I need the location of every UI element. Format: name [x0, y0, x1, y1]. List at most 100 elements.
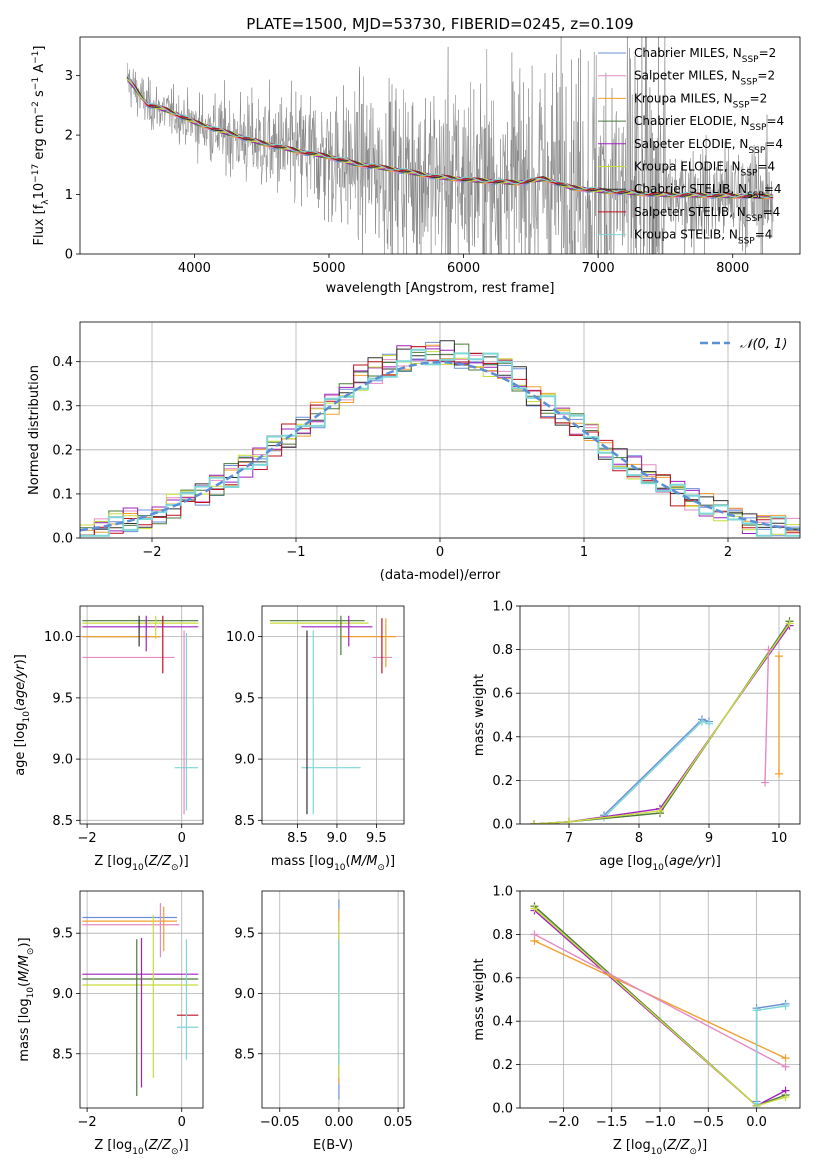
y-tick-label: 8.5	[234, 814, 255, 829]
x-tick-label: 0	[178, 1115, 186, 1130]
x-tick-label: 5000	[312, 261, 345, 276]
series-point	[530, 904, 539, 913]
plot-area	[269, 615, 397, 815]
axes-frame	[79, 605, 204, 825]
legend-label: Kroupa ELODIE, NSSP=4	[634, 160, 775, 179]
x-tick-label: 9.5	[366, 831, 387, 846]
plot-area	[82, 615, 199, 815]
plot-area	[530, 902, 790, 1108]
series-line	[755, 1005, 786, 1104]
grid	[262, 606, 404, 824]
y-tick-label: 9.0	[52, 987, 73, 1002]
series-point	[565, 817, 573, 824]
x-tick-label: −2	[78, 831, 97, 846]
y-tick-label: 0.4	[52, 355, 73, 370]
legend-normal: 𝒩(0, 1)	[700, 337, 787, 352]
y-tick-label: 0.6	[492, 971, 513, 986]
axes-frame	[79, 890, 204, 1109]
spectrum-data	[126, 37, 774, 254]
panel-residual_histogram: −2 −1 0 1 2 0.0 0.1 0.2 0.3 0.4 (data-model)/error…	[27, 321, 801, 583]
axes-frame	[79, 36, 801, 255]
y-tick-label: 2	[65, 129, 73, 144]
y-tick-label: 0.4	[492, 1015, 513, 1030]
y-tick-label: 1.0	[492, 600, 513, 615]
legend-label: Chabrier ELODIE, NSSP=4	[634, 114, 784, 133]
y-tick-label: 1.0	[492, 885, 513, 900]
y-tick-label: 10.0	[226, 630, 255, 645]
y-tick-label: 0.1	[52, 487, 73, 502]
plot-area	[530, 617, 794, 824]
x-tick-label: 9	[705, 831, 713, 846]
y-tick-label: 0.4	[492, 730, 513, 745]
y-tick-label: 8.5	[52, 814, 73, 829]
grid	[520, 605, 800, 825]
x-tick-label: −1	[286, 545, 305, 560]
y-axis-label: mass [log10(M/M⊙)]	[17, 937, 36, 1061]
x-tick-label: 2	[724, 545, 732, 560]
panel-mass_vs_Z: −2 0 8.5 9.0 9.5 Z [log10(Z/Z⊙)] mass [log10(M…	[17, 890, 204, 1157]
y-tick-label: 9.0	[234, 987, 255, 1002]
series-point	[781, 1002, 790, 1011]
y-tick-label: 0.8	[492, 643, 513, 658]
x-tick-label: 9.0	[327, 831, 348, 846]
figure-title: PLATE=1500, MJD=53730, FIBERID=0245, z=0…	[246, 15, 633, 33]
series-point	[752, 1006, 761, 1015]
x-tick-label: 7000	[582, 261, 615, 276]
grid	[80, 606, 203, 824]
y-tick-label: 0.8	[492, 928, 513, 943]
x-axis-label: wavelength [Angstrom, rest frame]	[326, 281, 555, 296]
legend-label: Salpeter MILES, NSSP=2	[634, 69, 775, 88]
x-tick-label: 0	[178, 831, 186, 846]
y-tick-label: 9.5	[52, 691, 73, 706]
x-tick-label: −2	[142, 545, 161, 560]
y-tick-label: 0	[65, 248, 73, 263]
x-tick-label: 6000	[447, 261, 480, 276]
axes-frame	[261, 890, 405, 1109]
series-line	[533, 623, 791, 824]
series-point	[785, 619, 794, 628]
y-tick-label: 8.5	[52, 1047, 73, 1062]
series-point	[656, 806, 664, 815]
y-tick-label: 0.0	[52, 532, 73, 547]
x-tick-label: −0.05	[260, 1115, 300, 1130]
panel-massweight_vs_Z: −2.0 −1.5 −1.0 −0.5 0.0 0.0 0.2 0.4 0.6 0.8 1.0 Z […	[472, 885, 801, 1157]
y-tick-label: 9.5	[52, 927, 73, 942]
y-tick-label: 0.2	[52, 443, 73, 458]
series-line	[534, 940, 786, 1059]
y-tick-label: 9.0	[234, 753, 255, 768]
x-tick-label: −2	[78, 1115, 97, 1130]
y-tick-label: 3	[65, 69, 73, 84]
axes-frame	[519, 605, 801, 825]
series-point	[781, 1062, 790, 1071]
series-line	[755, 1003, 786, 1102]
legend-label: Salpeter STELIB, NSSP=4	[634, 205, 780, 224]
plot-area	[82, 903, 199, 1096]
panel-mass_vs_EBV: −0.05 0.00 0.05 8.5 9.0 9.5 E(B-V)	[234, 890, 413, 1153]
x-tick-label: 7	[565, 831, 573, 846]
legend: Chabrier MILES, NSSP=2 Salpeter MILES, NS…	[598, 46, 784, 247]
x-tick-label: −0.5	[692, 1115, 724, 1130]
x-tick-label: 0	[436, 545, 444, 560]
y-tick-label: 0.3	[52, 399, 73, 414]
x-tick-label: 8.5	[287, 831, 308, 846]
series-point	[761, 778, 769, 787]
axes-frame	[519, 890, 801, 1109]
x-tick-label: 0.00	[324, 1115, 353, 1130]
panel-age_vs_mass: 8.5 9.0 9.5 8.5 9.0 9.5 10.0 mass [log10(M/M⊙)]	[226, 605, 405, 873]
y-tick-label: 0.0	[492, 818, 513, 833]
series-point	[530, 820, 538, 824]
series-point	[764, 645, 773, 654]
x-tick-label: −2.0	[548, 1115, 580, 1130]
plot-area	[126, 37, 774, 254]
legend-label: Kroupa MILES, NSSP=2	[634, 91, 767, 110]
y-axis-label: Flux [fλ10−17 erg cm−2 s−1 A−1]	[31, 46, 51, 246]
series-point	[781, 1093, 790, 1102]
y-tick-label: 9.0	[52, 753, 73, 768]
series-point	[752, 1099, 761, 1108]
x-axis-label: Z [log10(Z/Z⊙)]	[613, 1138, 707, 1157]
y-axis-label: Normed distribution	[27, 365, 42, 495]
x-tick-label: 8	[635, 831, 643, 846]
legend-label: Kroupa STELIB, NSSP=4	[634, 228, 772, 247]
x-axis-label: (data-model)/error	[380, 568, 501, 583]
